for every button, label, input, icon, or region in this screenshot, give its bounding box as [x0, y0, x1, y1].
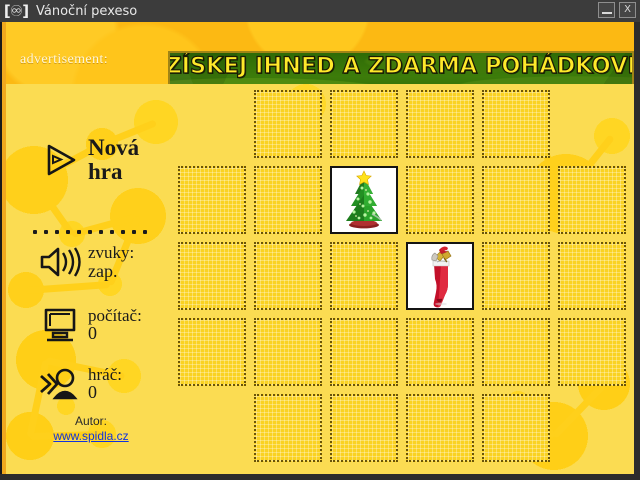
player-score-text: hráč: 0	[88, 364, 122, 403]
memory-card[interactable]	[482, 166, 550, 234]
frame-right-edge	[634, 22, 640, 480]
card-back	[330, 394, 398, 462]
close-icon[interactable]: X	[619, 2, 636, 18]
card-back	[406, 318, 474, 386]
card-back	[558, 318, 626, 386]
author-link[interactable]: www.spidla.cz	[53, 429, 129, 443]
sound-text: zvuky: zap.	[88, 244, 134, 281]
memory-card[interactable]	[558, 318, 626, 386]
frame-bottom-edge	[0, 475, 640, 480]
memory-card-grid	[176, 84, 634, 474]
memory-card[interactable]	[178, 166, 246, 234]
card-back	[254, 394, 322, 462]
memory-card[interactable]	[178, 318, 246, 386]
computer-monitor-icon	[32, 306, 88, 344]
memory-card[interactable]	[178, 242, 246, 310]
card-back	[254, 166, 322, 234]
window-controls: X	[598, 2, 636, 18]
advertisement-strip: advertisement: ZÍSKEJ IHNED A ZDARMA POH…	[6, 22, 634, 102]
card-back	[558, 166, 626, 234]
memory-card[interactable]	[482, 242, 550, 310]
memory-card[interactable]	[406, 166, 474, 234]
window-title: Vánoční pexeso	[36, 3, 138, 19]
card-back	[558, 242, 626, 310]
christmas-stocking-icon	[408, 244, 472, 308]
card-back	[482, 394, 550, 462]
memory-card[interactable]	[254, 242, 322, 310]
card-back	[482, 242, 550, 310]
memory-card[interactable]	[330, 318, 398, 386]
minimize-button[interactable]	[598, 2, 615, 18]
memory-card[interactable]	[254, 318, 322, 386]
sound-value: zap.	[88, 260, 118, 281]
memory-card[interactable]	[254, 166, 322, 234]
sidebar-divider	[32, 228, 154, 236]
memory-card[interactable]	[330, 394, 398, 462]
computer-score-value: 0	[88, 323, 97, 344]
player-person-icon	[32, 364, 88, 404]
speaker-icon	[32, 245, 88, 279]
card-back	[406, 394, 474, 462]
author-label: Autor:	[74, 414, 107, 428]
christmas-tree-icon	[332, 168, 396, 232]
card-back	[482, 318, 550, 386]
sound-label: zvuky:	[88, 243, 135, 262]
card-back	[254, 90, 322, 158]
play-triangle-icon	[32, 140, 88, 180]
player-score-value: 0	[88, 382, 97, 403]
memory-card[interactable]	[330, 242, 398, 310]
memory-card[interactable]	[254, 90, 322, 158]
computer-score-text: počítač: 0	[88, 305, 142, 344]
new-game-label-line2: hra	[88, 159, 123, 185]
card-back	[254, 318, 322, 386]
card-front	[330, 166, 398, 234]
memory-card[interactable]	[558, 166, 626, 234]
card-back	[178, 166, 246, 234]
card-back	[482, 90, 550, 158]
player-score-row: hráč: 0	[32, 364, 122, 404]
player-label: hráč:	[88, 364, 122, 384]
game-stage: Nová hra zvuky: zap.	[6, 84, 634, 474]
memory-card[interactable]	[254, 394, 322, 462]
card-back	[482, 166, 550, 234]
card-back	[330, 242, 398, 310]
card-back	[406, 90, 474, 158]
pexeso-logo-icon: [♾]	[3, 2, 29, 20]
memory-card[interactable]	[482, 90, 550, 158]
sound-toggle[interactable]: zvuky: zap.	[32, 244, 134, 281]
frame-left-edge	[0, 22, 6, 474]
memory-card[interactable]	[330, 90, 398, 158]
card-back	[330, 90, 398, 158]
banner-title: ZÍSKEJ IHNED A ZDARMA POHÁDKOVÉ PUZZLE	[168, 53, 634, 79]
memory-card[interactable]	[482, 394, 550, 462]
card-front	[406, 242, 474, 310]
advertisement-label: advertisement:	[20, 52, 109, 67]
card-back	[178, 318, 246, 386]
window-titlebar: [♾] Vánoční pexeso X	[0, 0, 640, 22]
card-back	[330, 318, 398, 386]
memory-card[interactable]	[406, 318, 474, 386]
card-back	[178, 242, 246, 310]
author-credit: Autor: www.spidla.cz	[6, 414, 176, 443]
card-back	[406, 166, 474, 234]
memory-card[interactable]	[406, 394, 474, 462]
new-game-label-line1: Nová	[88, 135, 140, 160]
card-back	[254, 242, 322, 310]
new-game-label: Nová hra	[88, 135, 140, 185]
memory-card[interactable]	[330, 166, 398, 234]
game-sidebar: Nová hra zvuky: zap.	[6, 84, 176, 474]
new-game-button[interactable]: Nová hra	[32, 135, 140, 185]
computer-score-row: počítač: 0	[32, 306, 142, 344]
memory-card[interactable]	[406, 242, 474, 310]
memory-card[interactable]	[406, 90, 474, 158]
computer-label: počítač:	[88, 305, 142, 325]
memory-card[interactable]	[482, 318, 550, 386]
memory-card[interactable]	[558, 242, 626, 310]
